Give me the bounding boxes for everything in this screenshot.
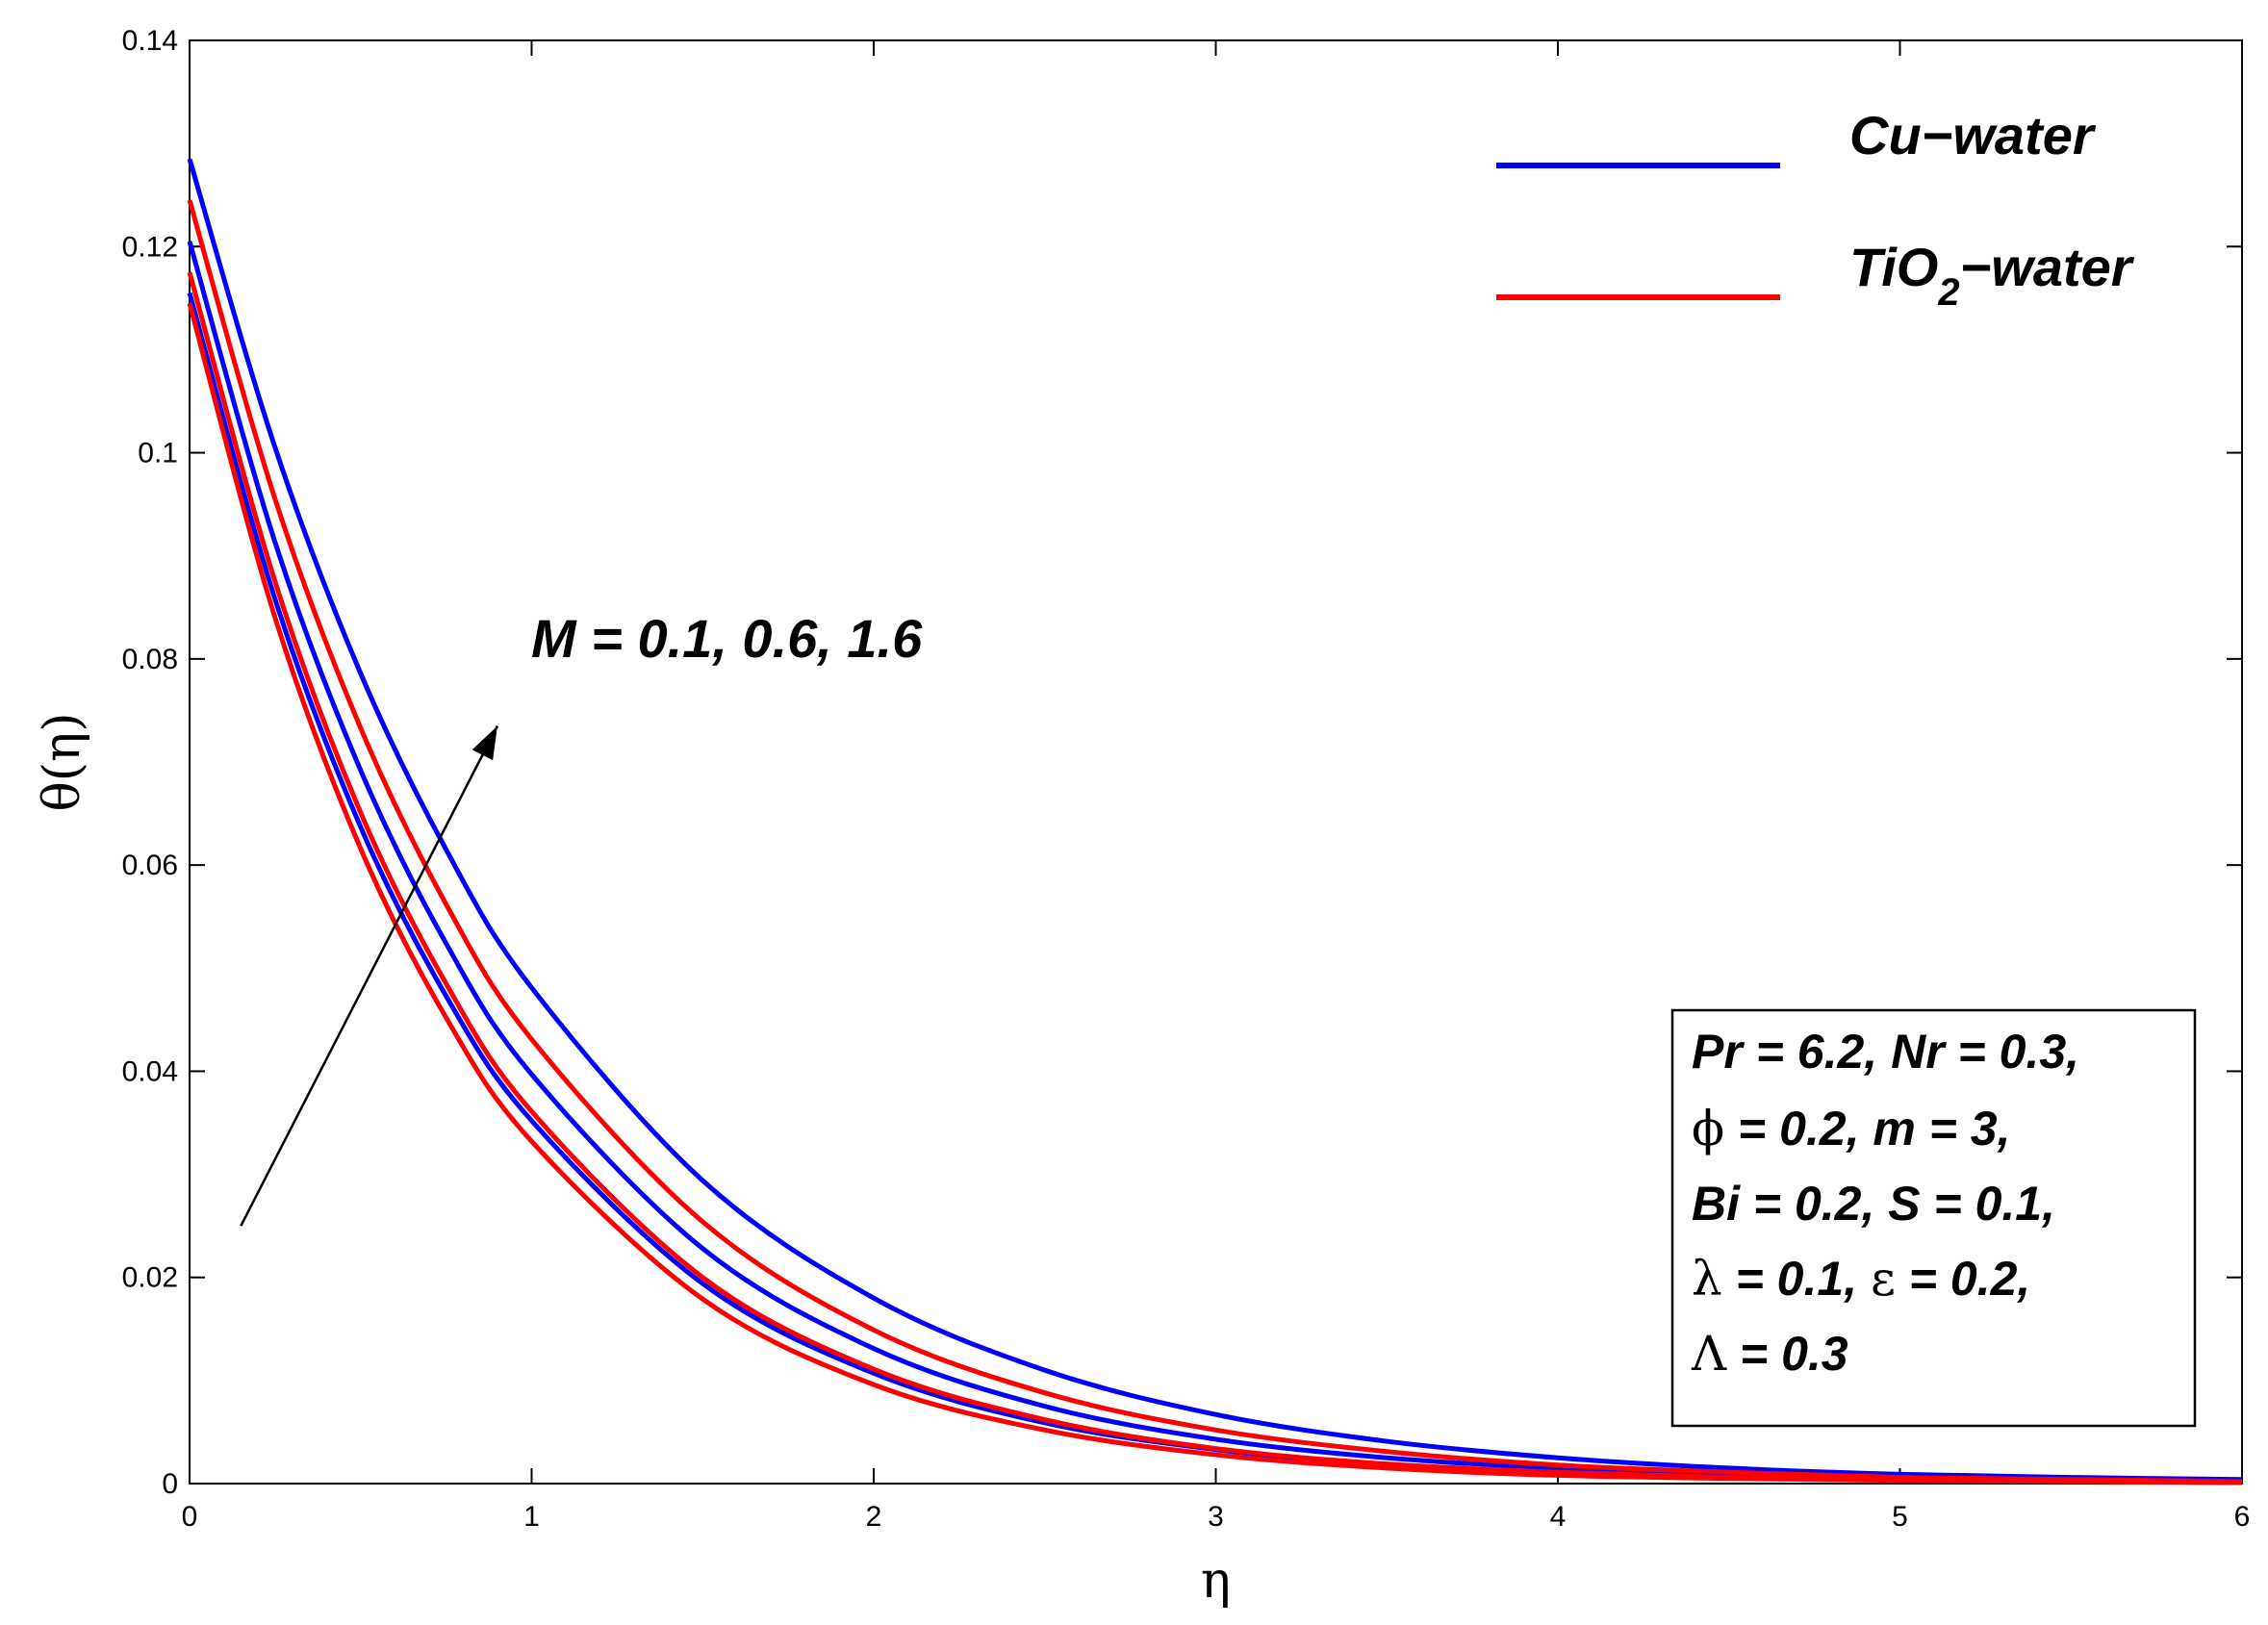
y-tick-label: 0.1 (138, 438, 178, 470)
x-tick-label: 0 (182, 1501, 198, 1533)
parameter-box-frame (1670, 1008, 2197, 1428)
legend: Cu−water TiO2−water (1496, 105, 2135, 314)
parameter-line-5: Λ = 0.3 (1691, 1326, 1848, 1382)
x-tick-label: 2 (866, 1501, 882, 1533)
arrow-head (471, 725, 497, 761)
y-tick-label: 0.04 (122, 1055, 178, 1087)
series-line-6 (187, 199, 2243, 1485)
y-tick-label: 0.02 (122, 1262, 178, 1294)
y-tick-label: 0.06 (122, 850, 178, 881)
arrow-shaft (240, 724, 499, 1227)
y-tick-label: 0.12 (122, 231, 178, 263)
parameter-line-1: Pr = 6.2, Nr = 0.3, (1692, 1025, 2079, 1079)
y-axis-label: θ(η) (34, 712, 91, 811)
x-tick-label: 4 (1550, 1501, 1567, 1533)
parameter-line-2: ϕ = 0.2, m = 3, (1692, 1101, 2011, 1156)
series-line-3 (187, 158, 2243, 1483)
parameter-box: Pr = 6.2, Nr = 0.3, ϕ = 0.2, m = 3, Bi = 0… (1670, 1008, 2197, 1428)
parameter-line-3: Bi = 0.2, S = 0.1, (1692, 1177, 2055, 1231)
y-tick-label: 0 (162, 1468, 178, 1500)
parameter-line-4: λ = 0.1, ε = 0.2, (1692, 1251, 2030, 1307)
y-tick-label: 0.14 (122, 25, 178, 57)
x-tick-label: 1 (523, 1501, 540, 1533)
legend-label-2: TiO2−water (1849, 237, 2135, 314)
series-line-5 (187, 271, 2243, 1485)
x-tick-label: 6 (2234, 1501, 2251, 1533)
annotation-text: M = 0.1, 0.6, 1.6 (531, 608, 923, 669)
legend-label-1: Cu−water (1849, 105, 2097, 165)
annotation-arrow: M = 0.1, 0.6, 1.6 (240, 608, 923, 1227)
axis-labels: η θ(η) (34, 712, 1231, 1610)
series-group (187, 158, 2243, 1485)
x-tick-label: 3 (1208, 1501, 1224, 1533)
x-tick-label: 5 (1892, 1501, 1908, 1533)
x-axis-label: η (1201, 1552, 1231, 1610)
y-tick-label: 0.08 (122, 644, 178, 675)
